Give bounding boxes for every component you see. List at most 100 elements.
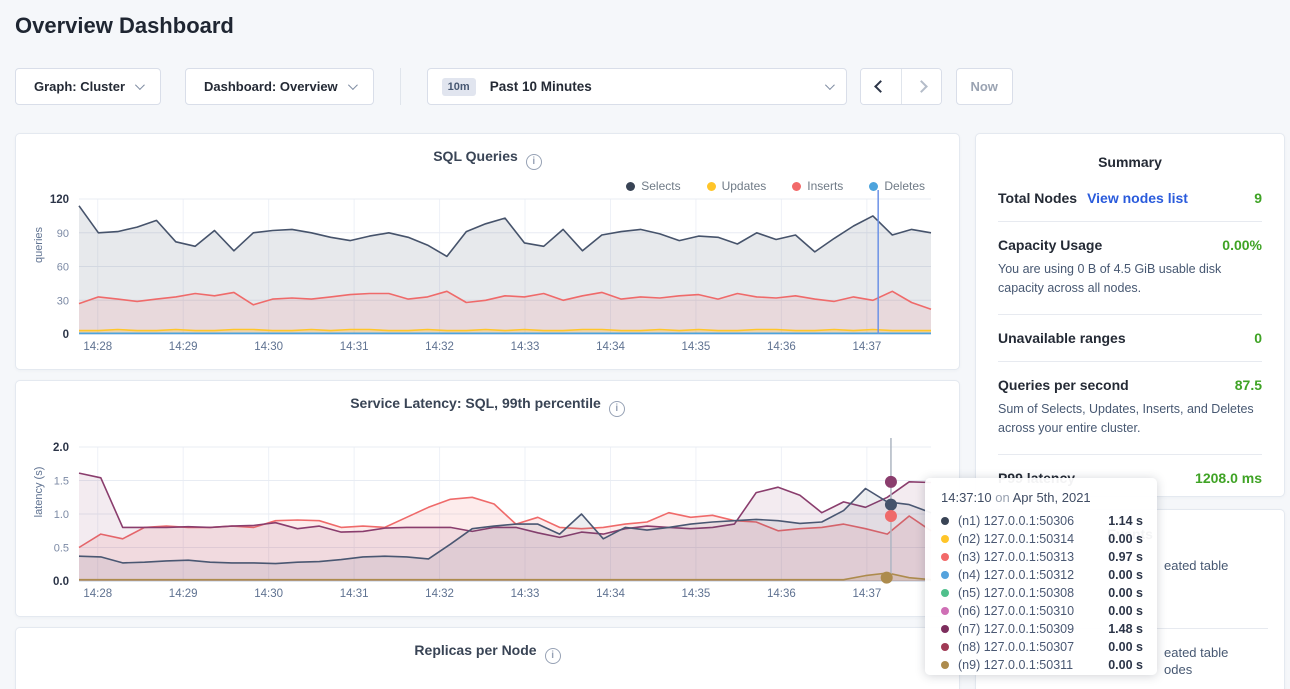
summary-row-capacity: Capacity Usage 0.00% <box>998 237 1262 253</box>
svg-text:14:36: 14:36 <box>767 341 796 353</box>
svg-text:14:33: 14:33 <box>511 588 540 600</box>
tooltip-node-row: (n5) 127.0.0.1:50308 0.00 s <box>941 584 1143 602</box>
node-color-dot-icon <box>941 571 949 579</box>
tooltip-node-value: 0.00 s <box>1108 604 1143 618</box>
summary-row-value: 9 <box>1254 190 1262 206</box>
tooltip-node-row: (n9) 127.0.0.1:50311 0.00 s <box>941 656 1143 674</box>
svg-text:30: 30 <box>57 295 69 307</box>
view-nodes-list-link[interactable]: View nodes list <box>1087 190 1188 206</box>
now-button[interactable]: Now <box>956 68 1013 105</box>
time-next-button[interactable] <box>901 69 941 104</box>
tooltip-node-row: (n4) 127.0.0.1:503120.00 s <box>941 566 1143 584</box>
summary-row-total-nodes: Total Nodes View nodes list 9 <box>998 190 1262 206</box>
summary-row-value: 0.00% <box>1222 237 1262 253</box>
chevron-down-icon <box>348 80 358 90</box>
event-item-fragment[interactable]: eated table <box>1164 644 1228 661</box>
node-color-dot-icon <box>941 535 949 543</box>
summary-row-value: 0 <box>1254 330 1262 346</box>
node-color-dot-icon <box>941 517 949 525</box>
toolbar-divider <box>400 68 401 105</box>
svg-text:14:29: 14:29 <box>169 341 198 353</box>
node-color-dot-icon <box>941 607 949 615</box>
tooltip-node-value: 1.14 s <box>1108 514 1143 528</box>
service-latency-chart[interactable]: 14:28 14:29 14:30 14:31 14:32 14:33 14:34 14:35… <box>16 381 961 618</box>
svg-text:0: 0 <box>63 329 69 341</box>
summary-row-description: Sum of Selects, Updates, Inserts, and De… <box>998 400 1262 439</box>
svg-text:0.0: 0.0 <box>53 576 69 588</box>
event-item-fragment[interactable]: odes <box>1164 661 1192 678</box>
dashboard-selector-dropdown[interactable]: Dashboard: Overview <box>185 68 374 105</box>
sql-queries-panel: SQL Queriesi SelectsUpdatesInsertsDelete… <box>15 133 960 370</box>
svg-text:120: 120 <box>50 194 69 206</box>
summary-row-label: Unavailable ranges <box>998 330 1126 346</box>
svg-text:14:34: 14:34 <box>596 588 625 600</box>
svg-text:14:29: 14:29 <box>169 588 198 600</box>
summary-row-label: Queries per second <box>998 377 1129 393</box>
chevron-down-icon <box>135 80 145 90</box>
svg-text:60: 60 <box>57 262 69 274</box>
time-window-badge: 10m <box>442 78 476 96</box>
svg-text:14:34: 14:34 <box>596 341 625 353</box>
tooltip-node-address: (n8) 127.0.0.1:50307 <box>958 640 1074 654</box>
tooltip-node-address: (n2) 127.0.0.1:50314 <box>958 532 1074 546</box>
graph-selector-label: Graph: Cluster <box>34 79 125 94</box>
summary-row-value: 1208.0 ms <box>1195 470 1262 486</box>
tooltip-node-row: (n7) 127.0.0.1:50309 1.48 s <box>941 620 1143 638</box>
svg-text:14:32: 14:32 <box>425 341 454 353</box>
tooltip-node-address: (n9) 127.0.0.1:50311 <box>958 658 1073 672</box>
dashboard-selector-label: Dashboard: Overview <box>204 79 338 94</box>
sql-queries-chart[interactable]: 14:2814:2914:3014:3114:3214:3314:3414:35… <box>16 134 961 371</box>
svg-text:14:32: 14:32 <box>425 588 454 600</box>
divider <box>998 361 1262 362</box>
tooltip-node-row: (n3) 127.0.0.1:50313 0.97 s <box>941 548 1143 566</box>
tooltip-node-value: 1.48 s <box>1108 622 1143 636</box>
tooltip-node-address: (n1) 127.0.0.1:50306 <box>958 514 1074 528</box>
summary-row-qps: Queries per second 87.5 <box>998 377 1262 393</box>
event-item-fragment[interactable]: eated table <box>1164 557 1228 574</box>
summary-row-label: Capacity Usage <box>998 237 1102 253</box>
time-window-label: Past 10 Minutes <box>490 79 592 94</box>
tooltip-time: 14:37:10 <box>941 490 992 505</box>
svg-text:1.5: 1.5 <box>54 476 69 488</box>
svg-text:14:31: 14:31 <box>340 588 369 600</box>
replicas-per-node-panel: Replicas per Node i <box>15 627 960 689</box>
svg-text:14:33: 14:33 <box>511 341 540 353</box>
info-icon[interactable]: i <box>545 648 561 664</box>
svg-text:14:30: 14:30 <box>254 588 283 600</box>
tooltip-node-row: (n6) 127.0.0.1:50310 0.00 s <box>941 602 1143 620</box>
node-color-dot-icon <box>941 589 949 597</box>
chevron-left-icon <box>874 80 887 93</box>
node-color-dot-icon <box>941 643 949 651</box>
svg-text:90: 90 <box>57 228 69 240</box>
svg-text:14:28: 14:28 <box>83 588 112 600</box>
svg-text:14:35: 14:35 <box>682 341 711 353</box>
time-prev-button[interactable] <box>861 69 901 104</box>
svg-text:14:35: 14:35 <box>682 588 711 600</box>
svg-text:2.0: 2.0 <box>53 442 69 454</box>
divider <box>998 221 1262 222</box>
tooltip-node-value: 0.97 s <box>1108 550 1143 564</box>
chevron-right-icon <box>915 80 928 93</box>
chart-title-text: Replicas per Node <box>414 642 536 658</box>
summary-panel: Summary Total Nodes View nodes list 9 Ca… <box>975 133 1285 497</box>
tooltip-node-address: (n3) 127.0.0.1:50313 <box>958 550 1074 564</box>
tooltip-node-value: 0.00 s <box>1108 568 1143 582</box>
time-nav-group <box>860 68 942 105</box>
tooltip-node-address: (n6) 127.0.0.1:50310 <box>958 604 1074 618</box>
tooltip-node-row: (n2) 127.0.0.1:503140.00 s <box>941 530 1143 548</box>
toolbar: Graph: Cluster Dashboard: Overview 10m P… <box>15 68 1013 105</box>
svg-text:0.5: 0.5 <box>54 543 69 555</box>
tooltip-node-row: (n8) 127.0.0.1:503070.00 s <box>941 638 1143 656</box>
tooltip-node-value: 0.00 s <box>1108 658 1143 672</box>
chart-hover-tooltip: 14:37:10 on Apr 5th, 2021 (n1) 127.0.0.1… <box>925 478 1157 675</box>
tooltip-node-address: (n7) 127.0.0.1:50309 <box>958 622 1074 636</box>
time-range-dropdown[interactable]: 10m Past 10 Minutes <box>427 68 847 105</box>
tooltip-timestamp: 14:37:10 on Apr 5th, 2021 <box>941 490 1143 505</box>
tooltip-node-row: (n1) 127.0.0.1:50306 1.14 s <box>941 512 1143 530</box>
node-color-dot-icon <box>941 661 949 669</box>
graph-selector-dropdown[interactable]: Graph: Cluster <box>15 68 161 105</box>
page-title: Overview Dashboard <box>15 13 234 39</box>
tooltip-node-address: (n5) 127.0.0.1:50308 <box>958 586 1074 600</box>
tooltip-node-value: 0.00 s <box>1108 586 1143 600</box>
summary-row-value: 87.5 <box>1235 377 1262 393</box>
